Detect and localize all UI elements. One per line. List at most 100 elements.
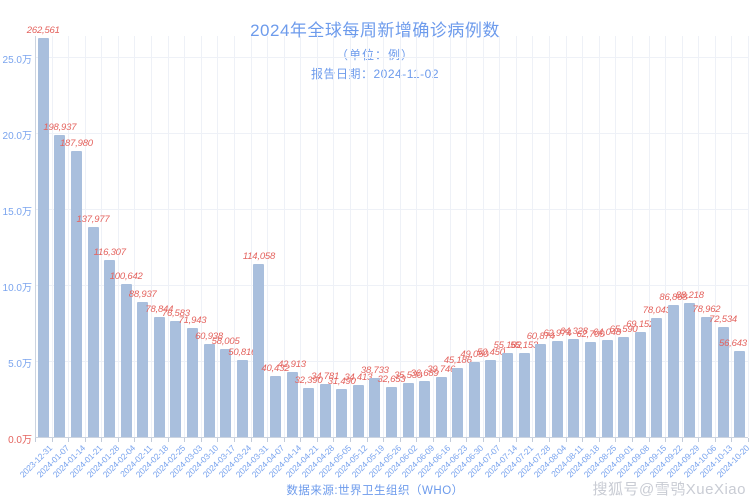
bar-value-label: 42,913 xyxy=(278,358,306,370)
x-axis-tick xyxy=(631,438,633,442)
chart-title: 2024年全球每周新增确诊病例数 xyxy=(250,21,500,40)
vertical-gridline xyxy=(200,35,202,437)
vertical-gridline xyxy=(631,35,633,437)
bar-value-label: 64,328 xyxy=(559,326,588,338)
bar-value-label: 71,943 xyxy=(178,314,207,326)
y-axis-tick-label: 20.0万 xyxy=(2,131,32,142)
x-axis-tick xyxy=(665,438,667,442)
y-axis-tick-label: 15.0万 xyxy=(2,207,32,218)
bar-value-label: 76,583 xyxy=(161,307,190,319)
bar-value-label: 88,937 xyxy=(128,288,157,300)
y-axis-tick-label: 5.0万 xyxy=(8,359,32,370)
bar-2023-12-31 xyxy=(37,37,49,437)
bar-value-label: 40,432 xyxy=(261,362,290,374)
bar-2024-04-07 xyxy=(269,375,281,437)
x-axis-tick xyxy=(250,438,252,442)
x-axis-tick xyxy=(482,438,484,442)
vertical-gridline xyxy=(366,35,368,437)
x-axis-tick xyxy=(167,438,169,442)
vertical-gridline xyxy=(167,35,169,437)
vertical-gridline xyxy=(333,35,335,437)
x-axis-tick xyxy=(582,438,584,442)
bar-value-label: 72,534 xyxy=(709,313,737,325)
x-axis-tick xyxy=(283,438,285,442)
bar-2024-08-04 xyxy=(551,341,563,437)
vertical-gridline xyxy=(250,35,252,437)
x-axis-tick xyxy=(101,438,103,442)
bar-2024-07-07 xyxy=(485,360,497,437)
bar-2024-04-21 xyxy=(303,387,315,437)
x-axis-tick xyxy=(300,438,302,442)
bar-2024-07-14 xyxy=(502,353,514,437)
vertical-gridline xyxy=(416,35,418,437)
vertical-gridline xyxy=(615,35,617,437)
vertical-gridline xyxy=(151,35,153,437)
vertical-gridline xyxy=(399,35,401,437)
y-axis-tick-label: 0.0万 xyxy=(8,435,32,446)
bar-2024-10-13 xyxy=(717,326,729,437)
bar-2024-04-14 xyxy=(286,371,298,437)
bar-value-label: 55,153 xyxy=(510,340,538,352)
x-axis-tick xyxy=(731,438,733,442)
x-axis-tick xyxy=(449,438,451,442)
x-axis-tick xyxy=(615,438,617,442)
x-axis-tick xyxy=(549,438,551,442)
bar-value-label: 60,938 xyxy=(195,331,223,343)
bar-value-label: 78,844 xyxy=(145,304,174,316)
x-axis-tick xyxy=(416,438,418,442)
vertical-gridline xyxy=(134,35,136,437)
vertical-gridline xyxy=(532,35,534,437)
bar-2024-09-08 xyxy=(634,331,646,437)
vertical-gridline xyxy=(648,35,650,437)
vertical-gridline xyxy=(731,35,733,437)
bar-2024-09-22 xyxy=(667,304,679,437)
y-axis-tick-label: 25.0万 xyxy=(2,55,32,66)
bar-2024-06-30 xyxy=(468,362,480,437)
vertical-gridline xyxy=(515,35,517,437)
x-axis-tick xyxy=(184,438,186,442)
x-axis-tick xyxy=(714,438,716,442)
x-axis-tick xyxy=(350,438,352,442)
x-axis-tick xyxy=(35,438,36,442)
vertical-gridline xyxy=(117,35,119,437)
vertical-gridline xyxy=(84,35,86,437)
chart-subtitle: （单位：例） xyxy=(335,48,414,62)
x-axis-tick xyxy=(68,438,70,442)
bar-value-label: 55,182 xyxy=(493,340,522,352)
bar-value-label: 38,733 xyxy=(360,365,389,377)
bar-2024-05-12 xyxy=(352,384,364,437)
bar-value-label: 45,186 xyxy=(443,355,472,367)
bar-2024-03-24 xyxy=(236,359,248,437)
vertical-gridline xyxy=(748,35,749,437)
bar-value-label: 100,642 xyxy=(109,271,143,283)
bar-value-label: 88,218 xyxy=(675,289,704,301)
x-axis-tick xyxy=(233,438,235,442)
vertical-gridline xyxy=(665,35,667,437)
x-axis-tick xyxy=(51,438,53,442)
x-axis-tick xyxy=(333,438,335,442)
watermark-text: 搜狐号@雪鸮XueXiao xyxy=(592,481,746,498)
vertical-gridline xyxy=(68,35,70,437)
data-source-caption: 数据来源:世界卫生组织（WHO） xyxy=(286,485,464,497)
x-axis-tick xyxy=(267,438,269,442)
bar-2024-05-05 xyxy=(336,389,348,437)
vertical-gridline xyxy=(714,35,716,437)
bar-2024-03-17 xyxy=(220,348,232,437)
vertical-gridline xyxy=(51,35,53,437)
bar-2024-02-11 xyxy=(137,301,149,437)
x-axis-tick xyxy=(598,438,600,442)
bar-value-label: 78,043 xyxy=(642,305,671,317)
vertical-gridline xyxy=(383,35,385,437)
vertical-gridline xyxy=(499,35,501,437)
x-axis-tick xyxy=(84,438,86,442)
vertical-gridline xyxy=(267,35,269,437)
bar-2024-06-02 xyxy=(402,382,414,437)
bar-2024-05-19 xyxy=(369,378,381,437)
vertical-gridline xyxy=(316,35,318,437)
bar-2024-04-28 xyxy=(319,384,331,437)
bar-2024-01-14 xyxy=(70,151,82,437)
bar-value-label: 116,307 xyxy=(93,247,126,259)
bar-2024-05-26 xyxy=(386,387,397,437)
